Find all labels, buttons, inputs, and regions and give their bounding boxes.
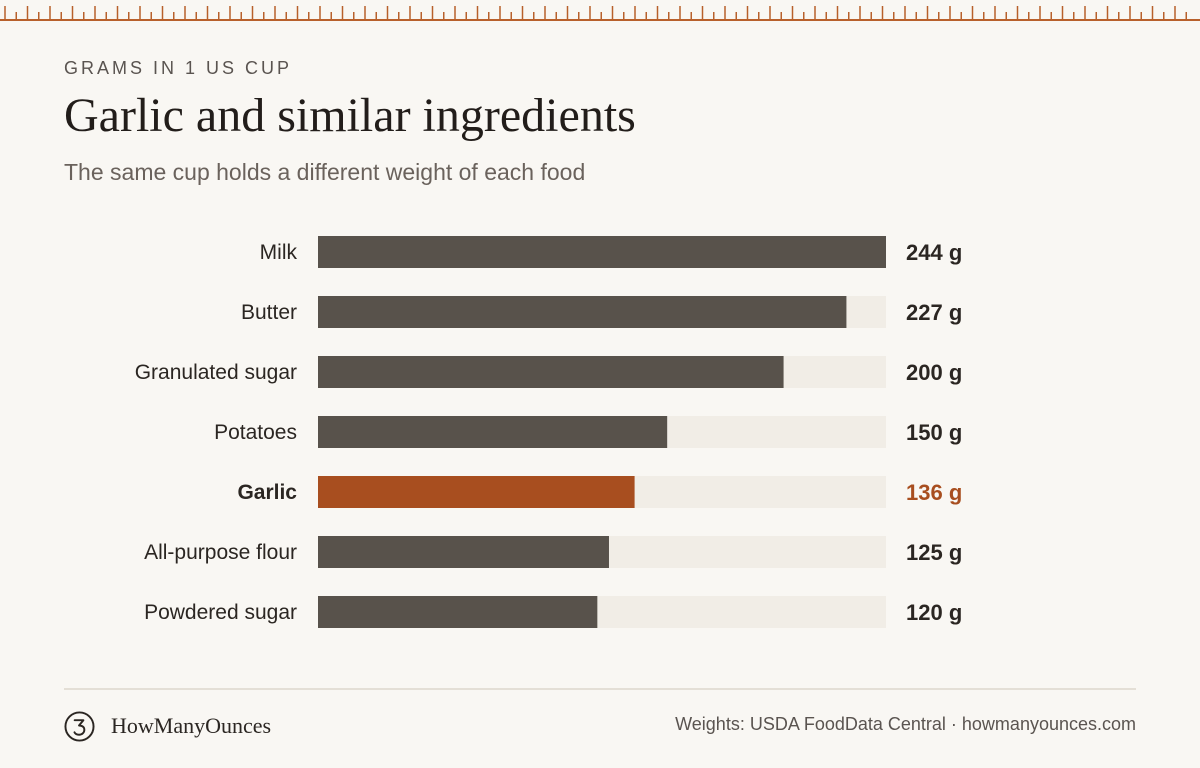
brand: HowManyOunces [64,709,271,743]
bar-powdered-sugar [318,596,598,628]
chart-title: Garlic and similar ingredients [64,89,636,142]
category-label-milk: Milk [260,241,298,264]
bar-granulated-sugar [318,356,784,388]
bar-all-purpose-flour [318,536,609,568]
bar-potatoes [318,416,668,448]
bar-garlic [318,476,635,508]
value-label-milk: 244 g [906,240,962,265]
category-label-powdered-sugar: Powdered sugar [144,601,297,624]
value-label-potatoes: 150 g [906,420,962,445]
value-label-all-purpose-flour: 125 g [906,540,962,565]
value-label-powdered-sugar: 120 g [906,600,962,625]
category-label-granulated-sugar: Granulated sugar [135,361,297,384]
bar-milk [318,236,886,268]
chart-eyebrow: GRAMS IN 1 US CUP [64,58,293,78]
value-label-garlic: 136 g [906,480,962,505]
bar-butter [318,296,847,328]
value-label-butter: 227 g [906,300,962,325]
category-label-potatoes: Potatoes [214,421,297,444]
source-credit: Weights: USDA FoodData Central · howmany… [675,714,1136,734]
category-label-butter: Butter [241,301,297,324]
stylized-3-logo-icon [64,710,95,742]
chart-subtitle: The same cup holds a different weight of… [64,159,586,185]
category-label-garlic: Garlic [237,481,297,504]
ruler-decoration [0,6,1200,21]
brand-name: HowManyOunces [111,713,272,738]
footer-divider [64,688,1136,690]
category-label-all-purpose-flour: All-purpose flour [144,541,297,564]
value-label-granulated-sugar: 200 g [906,360,962,385]
